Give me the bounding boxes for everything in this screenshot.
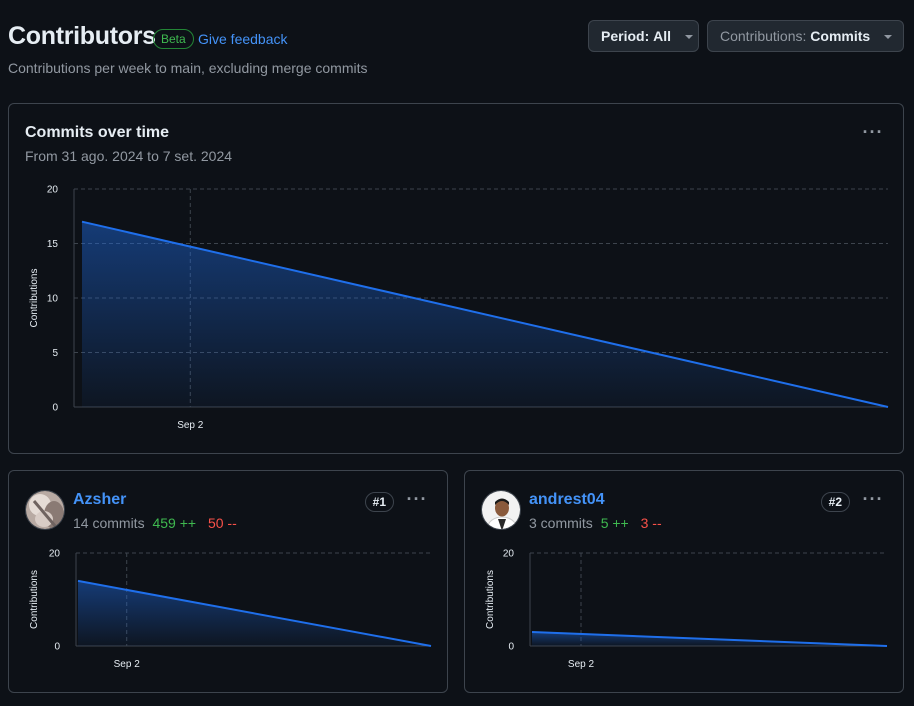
triangle-down-icon (684, 35, 693, 40)
commits-over-time-card: Commits over time From 31 ago. 2024 to 7… (8, 103, 904, 454)
x-tick-label: Sep 2 (568, 659, 595, 670)
y-axis-label: Contributions (29, 570, 40, 629)
y-axis-label: Contributions (29, 269, 40, 328)
contributor-chart: 0 20 Sep 2 Contributions (485, 549, 888, 670)
series-line (81, 220, 889, 408)
contributor-card: andrest04 3 commits 5 ++ 3 -- #2 ··· 0 20… (464, 470, 904, 693)
contributor-stats: 14 commits 459 ++ 50 -- (73, 515, 237, 531)
commit-count: 14 commits (73, 515, 145, 531)
contributor-card: Azsher 14 commits 459 ++ 50 -- #1 ··· 0 2… (8, 470, 448, 693)
give-feedback-link[interactable]: Give feedback (198, 31, 288, 47)
y-tick-label: 0 (54, 642, 60, 653)
avatar[interactable] (481, 490, 521, 530)
avatar[interactable] (25, 490, 65, 530)
deletions-count: 50 -- (207, 515, 237, 531)
additions-count: 459 ++ (152, 515, 197, 531)
y-tick-label: 0 (52, 403, 58, 414)
y-tick-label: 20 (47, 185, 59, 196)
chart-title: Commits over time (25, 124, 170, 141)
y-tick-label: 0 (508, 642, 514, 653)
contributor-stats: 3 commits 5 ++ 3 -- (529, 515, 662, 531)
contributions-value: Commits (810, 28, 871, 44)
contributor-chart: 0 20 Sep 2 Contributions (29, 549, 432, 670)
series-line (531, 631, 888, 647)
y-tick-label: 15 (47, 239, 59, 250)
page-title: Contributors (8, 22, 156, 50)
contributions-prefix: Contributions: (720, 28, 807, 44)
y-tick-label: 20 (503, 549, 515, 560)
y-axis-label: Contributions (485, 570, 496, 629)
rank-badge: #2 (820, 492, 850, 512)
contributor-username[interactable]: andrest04 (529, 491, 605, 508)
rank-badge: #1 (364, 492, 394, 512)
kebab-horizontal-icon[interactable]: ··· (406, 489, 428, 509)
additions-count: 5 ++ (600, 515, 629, 531)
kebab-horizontal-icon[interactable]: ··· (862, 122, 884, 142)
period-dropdown-button[interactable]: Period: All (588, 20, 699, 52)
beta-badge: Beta (153, 29, 194, 49)
chart-date-range: From 31 ago. 2024 to 7 set. 2024 (25, 148, 233, 164)
kebab-horizontal-icon[interactable]: ··· (862, 489, 884, 509)
commit-count: 3 commits (529, 515, 593, 531)
y-tick-label: 20 (49, 549, 61, 560)
contributor-username[interactable]: Azsher (73, 491, 127, 508)
avatar-image (482, 491, 520, 529)
y-tick-label: 5 (52, 348, 58, 359)
page-subtitle: Contributions per week to main, excludin… (8, 60, 368, 76)
y-tick-label: 10 (47, 294, 59, 305)
triangle-down-icon (884, 35, 893, 40)
series-area (532, 632, 887, 646)
period-value: All (653, 28, 672, 44)
x-tick-label: Sep 2 (114, 659, 141, 670)
avatar-image (26, 491, 64, 529)
contributions-dropdown-button[interactable]: Contributions: Commits (707, 20, 904, 52)
series-line (77, 579, 432, 647)
commits-over-time-chart: 0 5 10 15 20 Sep 2 Contributions (29, 185, 889, 431)
x-tick-label: Sep 2 (177, 420, 204, 431)
deletions-count: 3 -- (640, 515, 662, 531)
period-prefix: Period: (601, 28, 650, 44)
